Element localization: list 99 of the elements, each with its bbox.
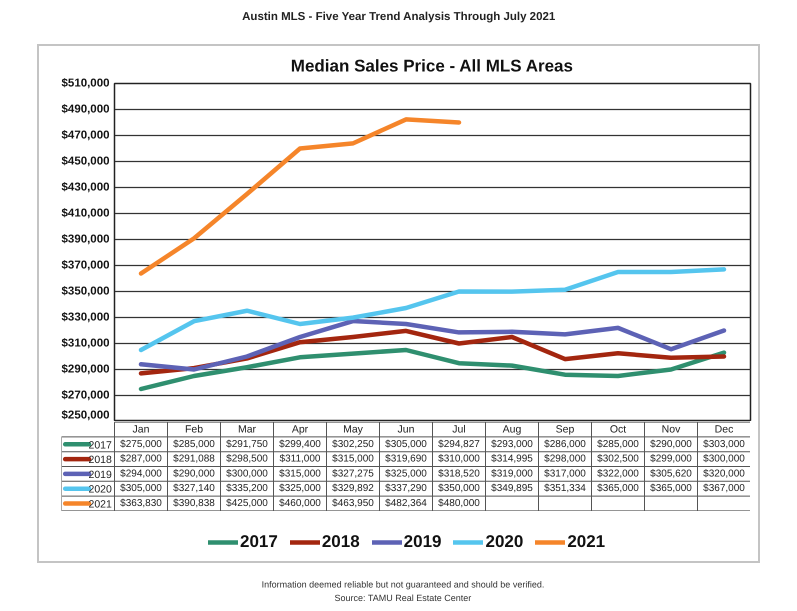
data-label: $365,000 — [650, 483, 692, 494]
data-label: $299,000 — [650, 454, 692, 465]
x-tick-label: Jul — [452, 423, 466, 436]
legend-label: 2019 — [88, 468, 112, 481]
legend-label: 2021 — [88, 498, 112, 511]
data-label: $286,000 — [544, 438, 586, 450]
data-label: $285,000 — [597, 438, 640, 450]
x-tick-label: Sep — [556, 423, 574, 436]
data-label: $318,520 — [438, 468, 480, 480]
data-label: $480,000 — [438, 498, 480, 510]
data-label: $327,275 — [332, 468, 374, 480]
y-tick-label: $270,000 — [62, 390, 110, 402]
data-label: $305,620 — [650, 468, 692, 480]
data-label: $311,000 — [280, 454, 321, 465]
y-tick-label: $250,000 — [62, 410, 110, 422]
y-tick-label: $490,000 — [62, 104, 110, 116]
data-label: $349,895 — [491, 483, 534, 494]
x-tick-label: Jan — [132, 423, 150, 436]
data-label: $335,200 — [226, 483, 268, 494]
y-tick-label: $310,000 — [62, 338, 110, 350]
data-label: $327,140 — [173, 483, 216, 494]
data-label: $351,334 — [544, 483, 586, 494]
text: 2017 — [240, 532, 278, 551]
data-label: $463,950 — [332, 498, 374, 510]
data-label: $294,000 — [120, 468, 162, 480]
x-tick-label: Dec — [714, 423, 734, 436]
text: Information deemed reliable but not guaranteed and should be verified. — [262, 580, 544, 590]
data-label: $287,000 — [120, 454, 162, 465]
data-label: $482,364 — [385, 498, 428, 510]
data-label: $302,500 — [597, 454, 640, 465]
data-label: $299,400 — [279, 438, 322, 450]
line-series — [138, 318, 726, 372]
data-label: $310,000 — [438, 454, 480, 465]
source-note: Source: TAMU Real Estate Center — [334, 593, 472, 604]
legend-label: 2020 — [88, 484, 112, 496]
data-label: $325,000 — [279, 483, 322, 494]
data-label: $305,000 — [385, 438, 428, 450]
data-label: $290,000 — [650, 438, 692, 450]
data-label: $367,000 — [703, 483, 746, 494]
data-label: $291,750 — [226, 438, 268, 450]
legend-label: 2018 — [88, 454, 112, 466]
data-label: $300,000 — [703, 454, 746, 465]
data-label: $275,000 — [120, 438, 162, 450]
line-series — [138, 348, 726, 392]
y-tick-label: $330,000 — [62, 312, 110, 324]
data-label: $290,000 — [173, 468, 216, 480]
data-label: $337,290 — [385, 483, 428, 494]
data-label: $317,000 — [544, 468, 586, 480]
data-label: $305,000 — [120, 483, 162, 494]
chart-subtitle: Austin MLS - Five Year Trend Analysis Through July 2021 — [242, 11, 556, 24]
data-label: $322,000 — [597, 468, 640, 480]
data-label: $325,000 — [385, 468, 428, 480]
data-label: $363,830 — [120, 498, 162, 510]
y-tick-label: $410,000 — [62, 208, 110, 220]
data-label: $320,000 — [703, 468, 746, 480]
text: 2019 — [404, 532, 442, 551]
text: 2020 — [485, 532, 524, 551]
chart-title: Median Sales Price - All MLS Areas — [290, 56, 573, 76]
y-tick-label: $350,000 — [62, 286, 110, 298]
y-tick-label: $510,000 — [62, 78, 110, 90]
data-label: $294,827 — [438, 438, 480, 450]
text: 2018 — [322, 532, 360, 551]
line-series — [138, 267, 726, 352]
y-tick-label: $390,000 — [62, 234, 110, 246]
data-label: $390,838 — [173, 498, 216, 510]
x-tick-label: Jun — [398, 423, 415, 436]
data-label: $365,000 — [597, 483, 640, 494]
data-label: $303,000 — [703, 438, 746, 450]
y-tick-label: $430,000 — [62, 182, 110, 194]
data-label: $319,000 — [491, 468, 534, 480]
data-label: $285,000 — [173, 438, 216, 450]
y-tick-label: $470,000 — [62, 130, 110, 142]
x-tick-label: Mar — [238, 423, 257, 436]
x-tick-label: May — [343, 423, 364, 436]
data-label: $425,000 — [226, 498, 268, 510]
y-tick-label: $450,000 — [62, 156, 110, 168]
line-series — [138, 117, 462, 276]
data-label: $300,000 — [226, 468, 268, 480]
data-label: $291,088 — [173, 454, 216, 465]
x-tick-label: Aug — [502, 423, 522, 436]
data-label: $315,000 — [332, 454, 374, 465]
y-tick-label: $290,000 — [62, 364, 110, 376]
data-label: $293,000 — [491, 438, 534, 450]
data-label: $350,000 — [438, 483, 480, 494]
x-tick-label: Nov — [662, 423, 682, 436]
x-tick-label: Apr — [292, 423, 309, 436]
data-label: $298,000 — [544, 454, 586, 465]
legend-label: 2017 — [88, 439, 112, 452]
data-label: $302,250 — [332, 438, 374, 450]
data-label: $329,892 — [332, 483, 374, 494]
data-label: $315,000 — [279, 468, 322, 480]
y-tick-label: $370,000 — [62, 260, 110, 272]
text: 2021 — [567, 532, 606, 551]
data-label: $460,000 — [279, 498, 322, 510]
x-tick-label: Oct — [610, 423, 626, 436]
x-tick-label: Feb — [184, 423, 204, 436]
data-label: $298,500 — [226, 454, 268, 465]
data-label: $314,995 — [491, 454, 534, 465]
data-label: $319,690 — [385, 454, 428, 465]
